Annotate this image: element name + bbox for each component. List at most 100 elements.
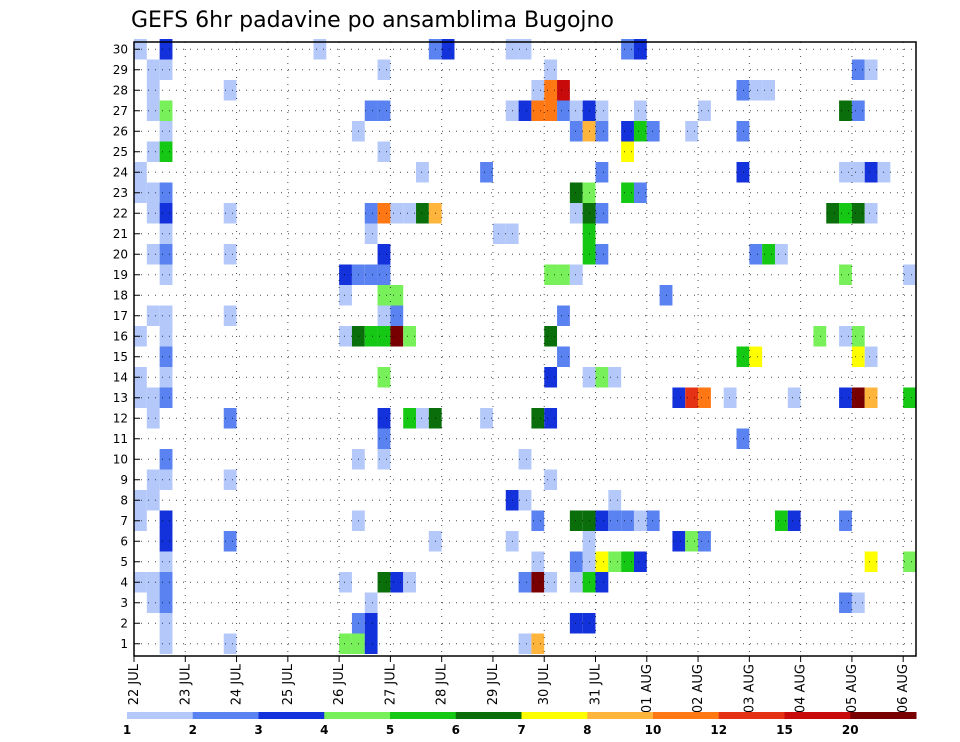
x-tick-label: 29 JUL [486,663,501,705]
legend-color-swatch [324,712,391,719]
x-tick-label: 24 JUL [230,663,245,705]
legend-color-swatch [455,712,522,719]
heatmap-cell [159,223,173,244]
heatmap-cell [364,203,378,224]
heatmap-cell [633,39,647,60]
heatmap-cell [621,39,634,60]
heatmap-cell [851,59,865,80]
legend-color-swatch [258,712,325,719]
heatmap-cell [531,80,545,101]
heatmap-cell [569,182,583,203]
heatmap-cell [569,121,583,142]
heatmap-cell [749,244,763,265]
heatmap-cell [134,490,147,511]
heatmap-cell [403,203,417,224]
heatmap-cell [223,244,237,265]
legend-level-label: 1 [123,723,131,737]
x-tick-label: 06 AUG [896,664,911,713]
legend-level-label: 7 [517,723,525,737]
heatmap-cell [672,531,686,552]
x-tick-label: 04 AUG [794,664,809,713]
heatmap-cell [813,326,827,347]
heatmap-cell [403,572,417,593]
heatmap-cell [787,387,801,408]
heatmap-cell [159,572,173,593]
heatmap-cell [377,428,391,449]
heatmap-cell [749,346,763,367]
legend-color-swatch [192,712,259,719]
y-tick-label: 6 [120,534,128,548]
y-tick-label: 26 [113,124,128,138]
heatmap-cell [313,39,327,60]
heatmap-cell [544,100,558,121]
heatmap-cell [146,141,160,162]
heatmap-cell [377,203,391,224]
heatmap-cell [544,264,558,285]
heatmap-cell [633,121,647,142]
heatmap-cell [531,572,545,593]
heatmap-cell [146,182,160,203]
y-tick-label: 14 [113,370,128,384]
heatmap-cell [146,59,160,80]
heatmap-cell [377,244,391,265]
heatmap-cell [416,162,429,183]
heatmap-cell [569,264,583,285]
heatmap-cell [787,510,801,531]
heatmap-cell [159,39,173,60]
heatmap-cell [480,162,493,183]
legend-color-swatch [521,712,588,719]
y-tick-label: 13 [113,391,128,405]
heatmap-cell [839,203,852,224]
heatmap-cell [595,121,609,142]
heatmap-cell [492,223,506,244]
heatmap-cell [544,80,558,101]
y-tick-label: 2 [120,616,128,630]
heatmap-cell [518,100,532,121]
y-tick-label: 25 [113,145,128,159]
heatmap-cell [134,367,147,388]
heatmap-cell [364,613,378,634]
x-tick-label: 05 AUG [845,664,860,713]
heatmap-cell [377,572,391,593]
heatmap-cell [646,121,660,142]
legend-level-label: 5 [386,723,394,737]
x-tick-label: 03 AUG [742,664,757,713]
heatmap-cell [159,592,173,613]
heatmap-cell [159,633,173,654]
heatmap-cell [146,244,160,265]
heatmap-cell [223,469,237,490]
heatmap-cell [134,572,147,593]
y-tick-label: 10 [113,452,128,466]
legend-level-label: 4 [320,723,328,737]
heatmap-cell [377,305,391,326]
heatmap-cell [518,633,532,654]
heatmap-cell [621,121,634,142]
heatmap-cell [134,510,147,531]
heatmap-cell [595,203,609,224]
legend-color-swatch [127,712,194,719]
heatmap-cell [633,551,647,572]
heatmap-cell [146,387,160,408]
legend-level-label: 2 [189,723,197,737]
heatmap-cell [223,80,237,101]
y-tick-label: 28 [113,83,128,97]
y-tick-label: 15 [113,350,128,364]
x-tick-label: 30 JUL [537,663,552,705]
heatmap-cell [633,100,647,121]
heatmap-cell [851,592,865,613]
heatmap-cell [339,285,352,306]
heatmap-cell [839,592,852,613]
heatmap-cell [364,223,378,244]
heatmap-cell [134,39,147,60]
heatmap-cell [557,80,570,101]
heatmap-cell [608,367,622,388]
heatmap-cell [864,59,878,80]
legend-color-swatch [784,712,851,719]
heatmap-cell [364,592,378,613]
heatmap-cell [903,551,916,572]
x-tick-label: 23 JUL [178,663,193,705]
heatmap-cell [621,510,634,531]
heatmap-cell [762,80,775,101]
y-tick-label: 19 [113,268,128,282]
y-tick-label: 4 [120,575,128,589]
